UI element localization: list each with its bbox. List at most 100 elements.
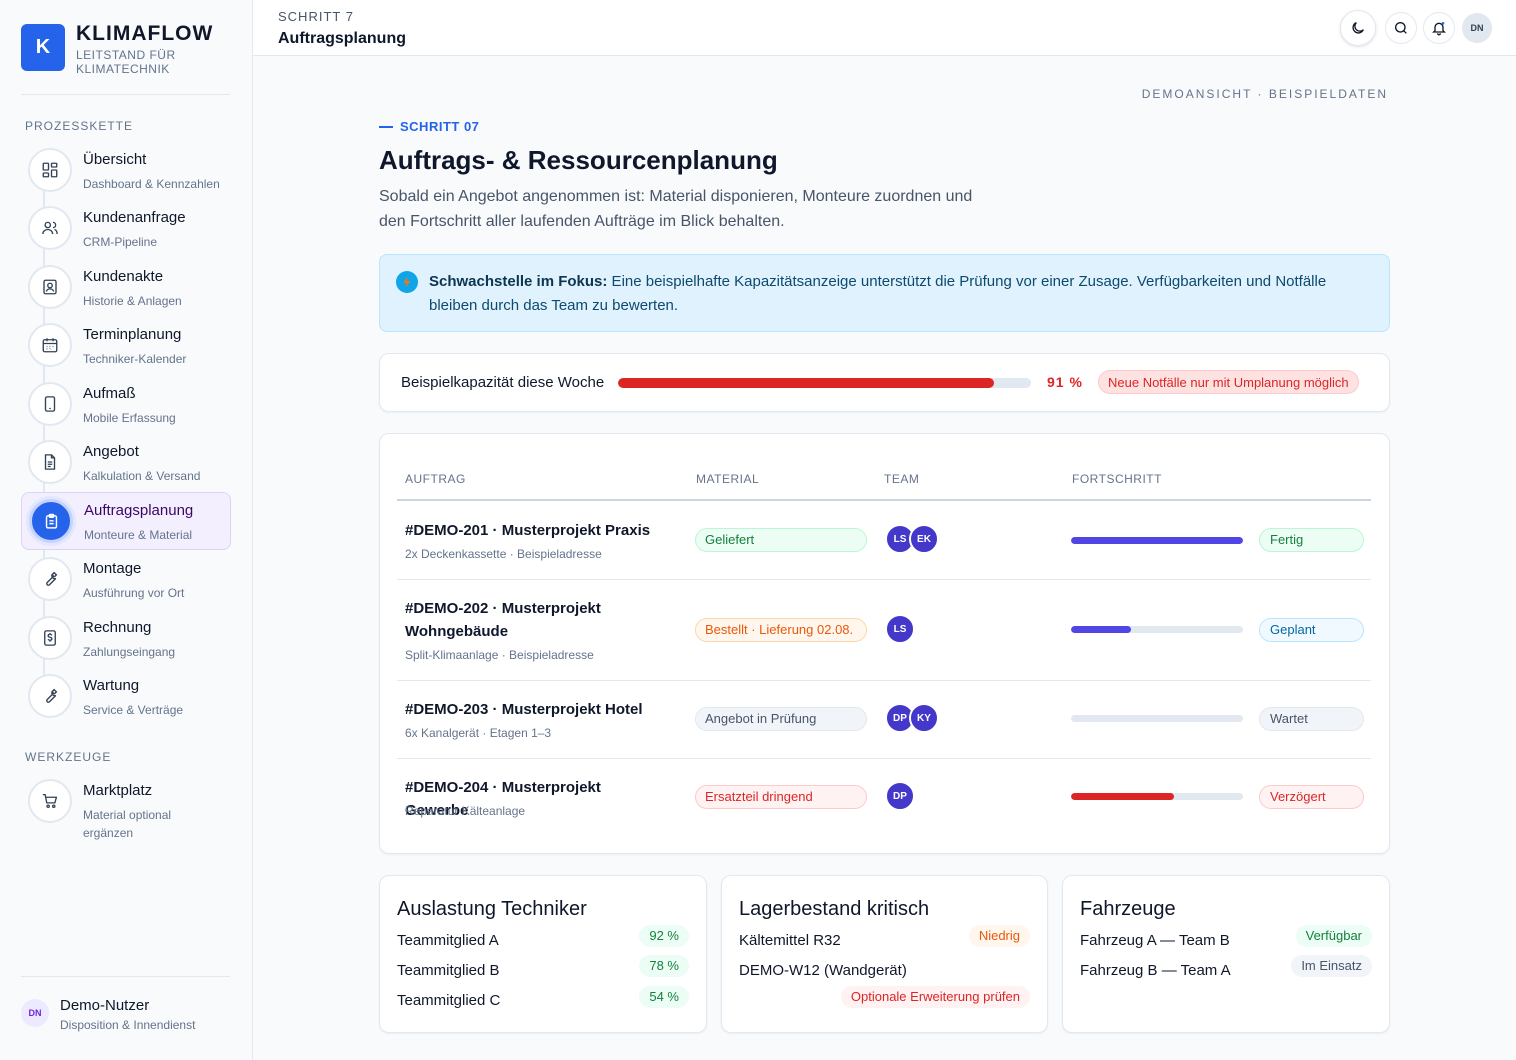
vehicles-card: Fahrzeuge Fahrzeug A — Team B Verfügbar … (1062, 875, 1390, 1033)
sidebar-item-marktplatz[interactable]: Marktplatz Material optional ergänzen (21, 773, 231, 845)
card-row-label: Teammitglied C (397, 992, 501, 1009)
wrench-icon (28, 557, 72, 601)
capacity-value: 91 % (1047, 374, 1083, 390)
sidebar-item-aufmass[interactable]: Aufmaß Mobile Erfassung (21, 376, 231, 434)
row-divider (397, 579, 1371, 580)
job-sub: 2x Deckenkassette · Beispieladresse (405, 547, 602, 561)
wrench-icon (28, 674, 72, 718)
progress-fill (1071, 537, 1243, 544)
nav-label: Marktplatz (83, 782, 153, 799)
breadcrumb-step: SCHRITT 7 (278, 9, 354, 24)
sidebar-item-auftragsplanung[interactable]: Auftragsplanung Monteure & Material (21, 492, 231, 550)
progress-fill (1071, 626, 1132, 633)
section-label-tools: WERKZEUGE (25, 750, 112, 764)
job-title[interactable]: #DEMO-202 · Musterprojekt Wohngebäude (405, 600, 601, 640)
sidebar-divider (21, 976, 230, 977)
user-name: Demo-Nutzer (60, 997, 150, 1014)
topbar: SCHRITT 7 Auftragsplanung DN (253, 0, 1516, 56)
capacity-label: Beispielkapazität diese Woche (401, 374, 605, 391)
avatar: EK (909, 524, 939, 554)
sidebar-item-kundenakte[interactable]: Kundenakte Historie & Anlagen (21, 259, 231, 317)
users-icon (28, 206, 72, 250)
job-title[interactable]: #DEMO-204 · Musterprojekt Gewerbe (405, 779, 601, 819)
stock-badge[interactable]: Optionale Erweiterung prüfen (840, 986, 1030, 1008)
team-avatars: DP (885, 781, 915, 811)
nav-label: Übersicht (83, 151, 147, 168)
progress-bar (1071, 626, 1243, 633)
capacity-card: Beispielkapazität diese Woche 91 % Neue … (379, 353, 1390, 412)
sidebar-item-angebot[interactable]: Angebot Kalkulation & Versand (21, 434, 231, 492)
nav-sub: Material optional ergänzen (83, 808, 172, 840)
sidebar-item-kundenanfrage[interactable]: Kundenanfrage CRM-Pipeline (21, 200, 231, 258)
progress-bar (1071, 715, 1243, 722)
avatar: KY (909, 703, 939, 733)
row-divider (397, 680, 1371, 681)
nav-sub: Techniker-Kalender (83, 352, 187, 366)
clipboard-icon (29, 499, 73, 543)
capacity-bar-fill (618, 378, 994, 388)
card-title: Auslastung Techniker (397, 898, 587, 920)
sidebar-item-wartung[interactable]: Wartung Service & Verträge (21, 668, 231, 726)
team-avatars: LS (885, 614, 915, 644)
job-title[interactable]: #DEMO-201 · Musterprojekt Praxis (405, 522, 651, 539)
sidebar-item-rechnung[interactable]: Rechnung Zahlungseingang (21, 610, 231, 668)
nav-label: Montage (83, 560, 142, 577)
orders-table: AUFTRAG MATERIAL TEAM FORTSCHRITT #DEMO-… (379, 433, 1390, 854)
brand-logo: K (21, 24, 65, 71)
sidebar-item-terminplanung[interactable]: Terminplanung Techniker-Kalender (21, 317, 231, 375)
load-badge: 92 % (639, 925, 689, 947)
card-row-label: DEMO-W12 (Wandgerät) (739, 962, 907, 979)
col-header-fortschritt: FORTSCHRITT (1072, 472, 1162, 486)
sidebar-item-montage[interactable]: Montage Ausführung vor Ort (21, 551, 231, 609)
invoice-icon (28, 616, 72, 660)
kicker-label: SCHRITT 07 (400, 119, 480, 134)
lightning-icon (396, 271, 418, 293)
tablet-icon (28, 382, 72, 426)
job-title[interactable]: #DEMO-203 · Musterprojekt Hotel (405, 701, 643, 718)
theme-toggle-button[interactable] (1340, 10, 1376, 46)
main-heading: Auftrags- & Ressourcenplanung (379, 145, 778, 175)
search-button[interactable] (1385, 12, 1417, 44)
team-avatars: LS EK (885, 524, 939, 554)
nav-sub: Zahlungseingang (83, 645, 176, 659)
nav-sub: Service & Verträge (83, 703, 184, 717)
demo-note: DEMOANSICHT · BEISPIELDATEN (1141, 87, 1388, 101)
page-title: Auftragsplanung (278, 30, 406, 47)
card-row-label: Fahrzeug A — Team B (1080, 932, 1230, 949)
contact-card-icon (28, 265, 72, 309)
step-kicker: SCHRITT 07 (379, 119, 479, 134)
search-icon (1395, 22, 1407, 34)
nav-label: Aufmaß (83, 385, 136, 402)
document-icon (28, 440, 72, 484)
status-badge: Verzögert (1259, 785, 1364, 809)
nav-sub: Monteure & Material (84, 528, 193, 542)
col-header-auftrag: AUFTRAG (405, 472, 466, 486)
avatar: DP (885, 781, 915, 811)
job-sub: 6x Kanalgerät · Etagen 1–3 (405, 726, 552, 740)
nav-label: Wartung (83, 677, 140, 694)
row-divider (397, 758, 1371, 759)
status-badge: Geplant (1259, 618, 1364, 642)
notifications-button[interactable] (1423, 12, 1455, 44)
nav-sub: Dashboard & Kennzahlen (83, 177, 220, 191)
material-badge: Bestellt · Lieferung 02.08. (695, 618, 867, 642)
sidebar: K KLIMAFLOW LEITSTAND FÜR KLIMATECHNIK P… (0, 0, 253, 1060)
sidebar-item-uebersicht[interactable]: Übersicht Dashboard & Kennzahlen (21, 142, 231, 200)
nav-sub: Mobile Erfassung (83, 411, 176, 425)
calendar-icon (28, 323, 72, 367)
nav-label: Kundenakte (83, 268, 164, 285)
kicker-dash (379, 125, 393, 128)
section-label-process: PROZESSKETTE (25, 119, 134, 133)
capacity-warning-badge: Neue Notfälle nur mit Umplanung möglich (1098, 370, 1359, 394)
focus-callout: Schwachstelle im Fokus: Eine beispielhaf… (379, 254, 1390, 332)
col-header-team: TEAM (884, 472, 920, 486)
focus-body: Eine beispielhafte Kapazitätsanzeige unt… (429, 273, 1327, 314)
brand[interactable]: K KLIMAFLOW LEITSTAND FÜR KLIMATECHNIK (21, 23, 213, 76)
progress-bar (1071, 537, 1243, 544)
nav-sub: Ausführung vor Ort (83, 586, 185, 600)
progress-fill (1071, 793, 1175, 800)
avatar[interactable]: DN (1462, 13, 1492, 43)
status-badge: Fertig (1259, 528, 1364, 552)
user-profile[interactable]: DN Demo-Nutzer Disposition & Innendienst (21, 997, 195, 1032)
job-sub: Reparatur Kälteanlage (405, 804, 526, 818)
